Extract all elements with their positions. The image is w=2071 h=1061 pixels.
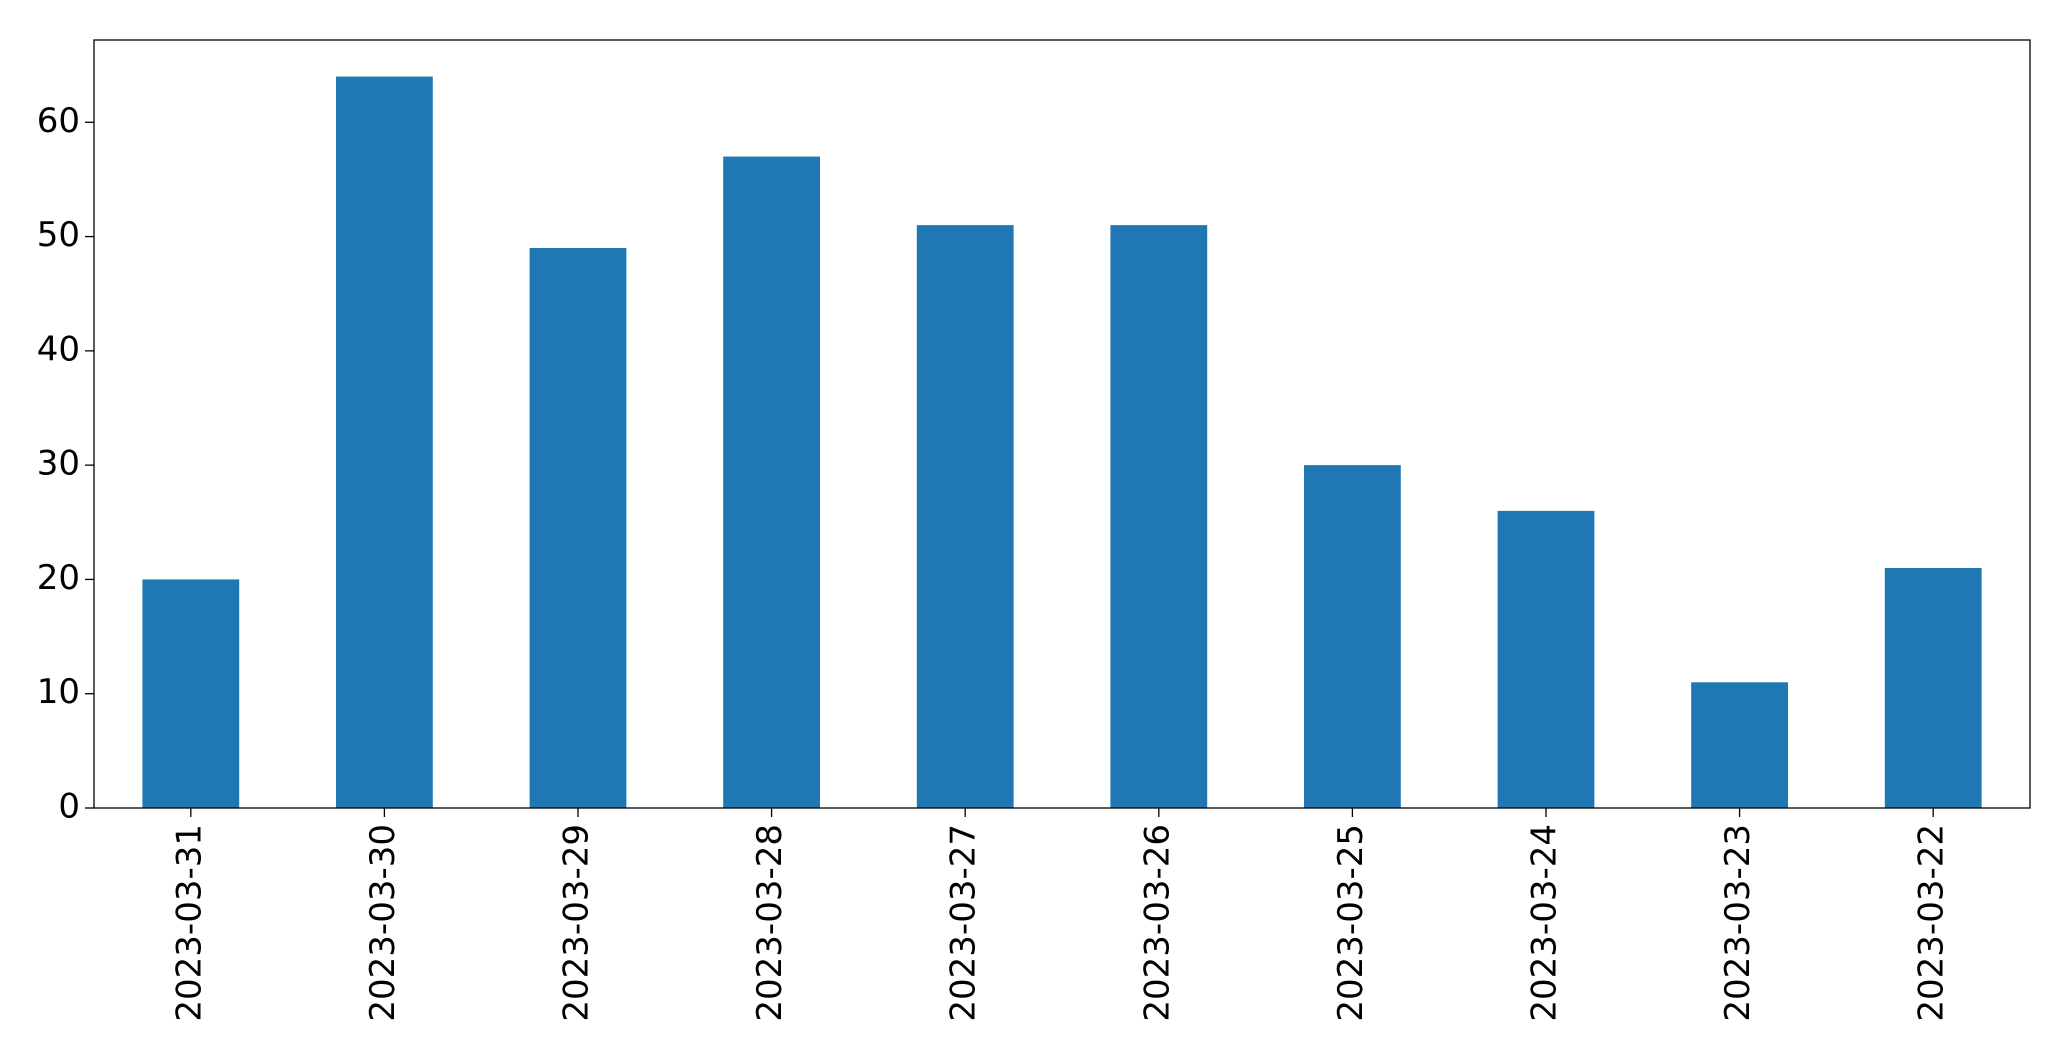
bar bbox=[1110, 225, 1208, 809]
bar bbox=[1691, 682, 1788, 808]
x-tick-label: 2023-03-26 bbox=[1137, 824, 1177, 1022]
y-tick-label: 40 bbox=[37, 329, 80, 369]
x-tick-label: 2023-03-24 bbox=[1525, 824, 1565, 1022]
y-tick-label: 50 bbox=[37, 215, 80, 255]
axes-frame bbox=[93, 39, 2031, 809]
y-tick-label: 60 bbox=[37, 101, 80, 141]
x-tick-label: 2023-03-30 bbox=[363, 824, 403, 1022]
x-tick-label: 2023-03-23 bbox=[1718, 824, 1758, 1022]
bar bbox=[336, 76, 433, 809]
bar bbox=[1304, 465, 1401, 808]
x-tick-label: 2023-03-31 bbox=[169, 824, 209, 1022]
x-tick-label: 2023-03-27 bbox=[944, 824, 984, 1022]
y-tick-label: 0 bbox=[58, 787, 80, 827]
bar bbox=[1497, 510, 1595, 808]
y-tick-label: 30 bbox=[37, 444, 80, 484]
bar bbox=[723, 156, 820, 809]
bar bbox=[142, 579, 240, 808]
y-tick-label: 20 bbox=[37, 558, 80, 598]
bar bbox=[1884, 568, 1982, 808]
y-tick-label: 10 bbox=[37, 672, 80, 712]
x-tick-label: 2023-03-28 bbox=[750, 824, 790, 1022]
bar bbox=[916, 225, 1014, 809]
x-tick-label: 2023-03-25 bbox=[1331, 824, 1371, 1022]
x-tick-label: 2023-03-29 bbox=[557, 824, 597, 1022]
bar bbox=[529, 248, 627, 808]
x-tick-label: 2023-03-22 bbox=[1912, 824, 1952, 1022]
